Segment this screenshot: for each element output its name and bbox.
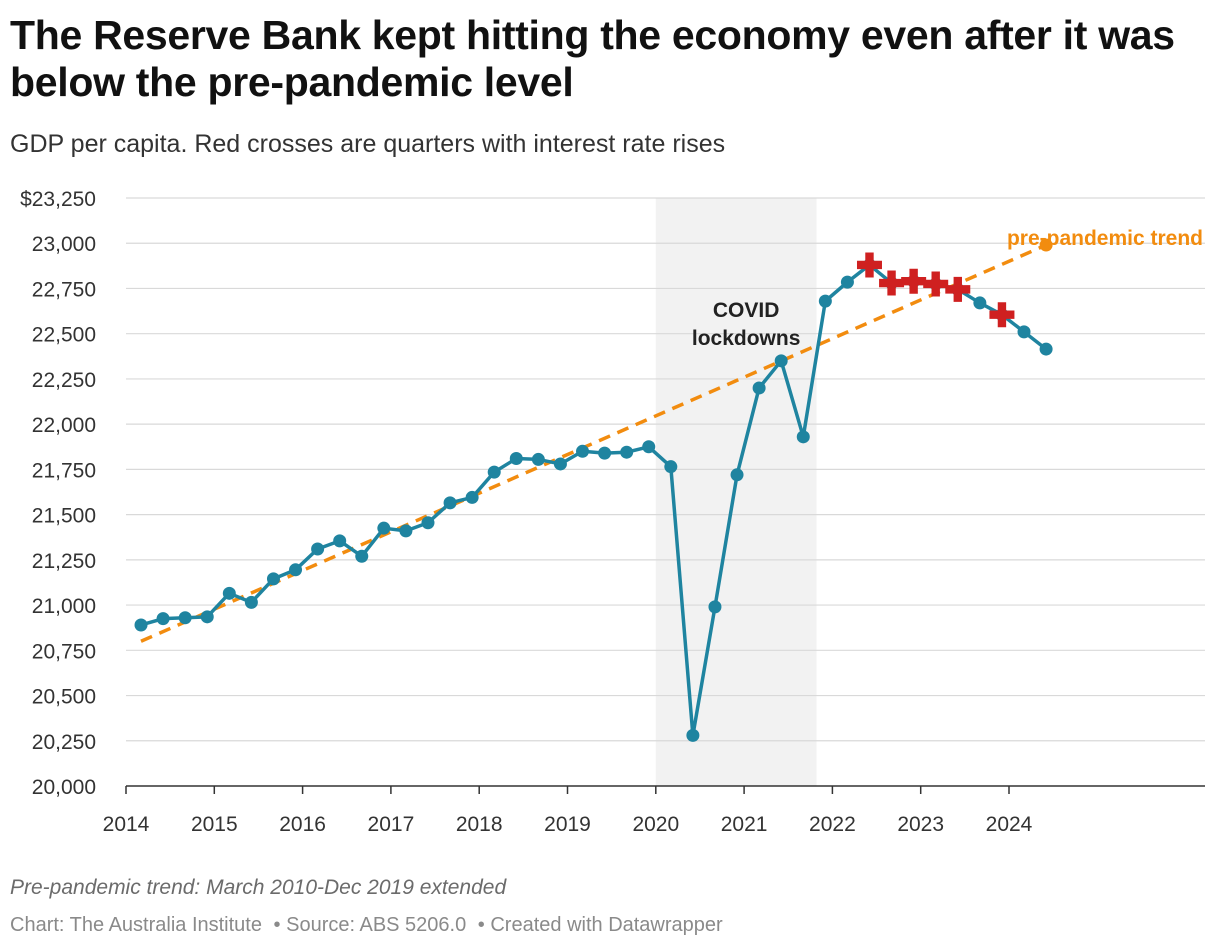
x-tick-label: 2022 <box>809 813 856 836</box>
y-tick-label: 21,500 <box>32 505 96 528</box>
chart-title: The Reserve Bank kept hitting the econom… <box>10 12 1175 105</box>
pre-pandemic-trend-label: pre-pandemic trend <box>1007 227 1203 250</box>
y-tick-label: $23,250 <box>20 188 96 211</box>
chart-credits: Chart: The Australia Institute • Source:… <box>10 914 729 937</box>
rate-rise-cross <box>989 302 1015 328</box>
gdp-data-point <box>289 563 303 577</box>
y-tick-label: 21,000 <box>32 595 96 618</box>
gdp-data-point <box>244 595 258 609</box>
gdp-data-point <box>598 446 612 460</box>
gdp-data-point <box>443 496 457 510</box>
y-tick-label: 22,500 <box>32 324 96 347</box>
gdp-data-point <box>576 444 590 458</box>
gdp-data-point <box>664 460 678 474</box>
gdp-data-point <box>465 490 479 504</box>
y-tick-label: 20,750 <box>32 640 96 663</box>
gdp-per-capita-points <box>134 258 1053 742</box>
y-tick-label: 21,750 <box>32 459 96 482</box>
covid-band-label: COVID <box>713 299 780 322</box>
gdp-data-point <box>222 586 236 600</box>
x-tick-label: 2018 <box>456 813 503 836</box>
y-tick-label: 22,250 <box>32 369 96 392</box>
rate-rise-cross <box>923 271 949 297</box>
x-tick-label: 2024 <box>986 813 1033 836</box>
gdp-data-point <box>134 618 148 632</box>
gdp-data-point <box>620 445 634 459</box>
rate-rise-cross <box>879 270 905 296</box>
gdp-data-point <box>421 516 435 530</box>
covid-lockdown-band <box>655 198 817 786</box>
chart-source: • Source: ABS 5206.0 <box>273 914 467 936</box>
gdp-per-capita-line <box>140 263 1048 738</box>
y-tick-label: 21,250 <box>32 550 96 573</box>
gdp-data-point <box>487 465 501 479</box>
gdp-data-point <box>333 534 347 548</box>
x-tick-label: 2023 <box>897 813 944 836</box>
rate-rise-cross <box>901 268 927 294</box>
rate-rise-markers <box>856 252 1015 328</box>
y-tick-label: 20,500 <box>32 686 96 709</box>
covid-band-label: lockdowns <box>692 327 801 350</box>
gdp-data-point <box>399 524 413 538</box>
gdp-data-point <box>708 600 722 614</box>
gdp-data-point <box>178 611 192 625</box>
gdp-data-point <box>531 452 545 466</box>
gdp-data-point <box>840 275 854 289</box>
x-tick-label: 2021 <box>721 813 768 836</box>
gdp-data-point <box>266 572 280 586</box>
y-tick-label: 20,250 <box>32 731 96 754</box>
rate-rise-cross <box>945 276 971 302</box>
chart-credit: Chart: The Australia Institute <box>10 914 262 936</box>
gdp-data-point <box>686 728 700 742</box>
y-tick-label: 23,000 <box>32 233 96 256</box>
chart-note: Pre-pandemic trend: March 2010-Dec 2019 … <box>10 876 507 899</box>
x-tick-label: 2019 <box>544 813 591 836</box>
gdp-data-point <box>1017 325 1031 339</box>
gdp-data-point <box>730 468 744 482</box>
y-tick-label: 22,000 <box>32 414 96 437</box>
gdp-data-point <box>1039 342 1053 356</box>
x-axis: 2014 2015 2016 2017 2018 2019 2020 2021 2022 2023… <box>103 785 1205 836</box>
gdp-data-point <box>355 549 369 563</box>
gdp-data-point <box>553 457 567 471</box>
gdp-data-point <box>973 296 987 310</box>
gdp-data-point <box>818 294 832 308</box>
y-tick-label: 20,000 <box>32 776 96 799</box>
y-axis-tick-labels: 20,000 20,250 20,500 20,750 21,000 21,250 21,5… <box>20 188 96 799</box>
gdp-data-point <box>377 521 391 535</box>
gdp-data-point <box>509 452 523 466</box>
x-tick-label: 2017 <box>368 813 415 836</box>
chart-tool-credit: • Created with Datawrapper <box>477 914 723 936</box>
gdp-data-point <box>774 354 788 368</box>
gdp-per-capita-line-chart: 20,000 20,250 20,500 20,750 21,000 21,250 21,5… <box>20 188 1205 836</box>
gdp-data-point <box>156 612 170 626</box>
chart-subtitle: GDP per capita. Red crosses are quarters… <box>10 130 726 158</box>
rate-rise-cross <box>856 252 882 278</box>
gdp-data-point <box>200 610 214 624</box>
x-tick-label: 2014 <box>103 813 150 836</box>
x-tick-label: 2015 <box>191 813 238 836</box>
gdp-data-point <box>796 430 810 444</box>
gdp-data-point <box>642 440 656 454</box>
x-tick-label: 2016 <box>279 813 326 836</box>
pre-pandemic-trend-line <box>140 243 1047 643</box>
gdp-data-point <box>311 542 325 556</box>
pre-pandemic-trend-endpoint <box>1039 238 1053 252</box>
y-tick-label: 22,750 <box>32 278 96 301</box>
gdp-data-point <box>752 381 766 395</box>
x-tick-label: 2020 <box>632 813 679 836</box>
